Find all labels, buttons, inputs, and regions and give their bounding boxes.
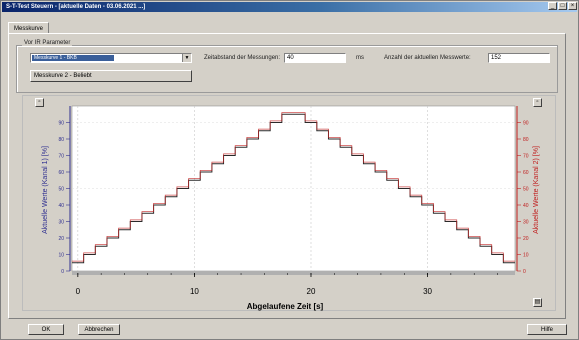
title-bar: S-T-Test Steuern - [aktuelle Daten - 03.… <box>2 2 577 12</box>
print-icon[interactable]: ▤ <box>533 298 542 307</box>
zoom-left-icon[interactable]: ▫ <box>35 98 44 107</box>
points-input[interactable]: 152 <box>488 53 550 63</box>
settings-group <box>16 45 558 93</box>
tab-label: Messkurve <box>13 26 43 32</box>
tab-messkurve[interactable]: Messkurve <box>8 22 49 34</box>
curve2-button[interactable]: Messkurve 2 - Beliebt <box>30 70 192 82</box>
maximize-icon[interactable]: □ <box>558 2 567 10</box>
curve-select[interactable]: Messkurve 1 - BKB ▼ <box>30 53 192 63</box>
tab-panel <box>8 33 566 319</box>
points-label: Anzahl der aktuellen Messwerte: <box>384 55 471 61</box>
settings-group-label: Vor IR Parameter <box>22 40 73 46</box>
chart-frame <box>22 95 556 311</box>
curve-select-value: Messkurve 1 - BKB <box>32 55 114 61</box>
interval-label: Zeitabstand der Messungen: <box>204 55 281 61</box>
zoom-right-icon[interactable]: ▫ <box>533 98 542 107</box>
abort-button[interactable]: Abbrechen <box>78 324 120 335</box>
help-button[interactable]: Hilfe <box>527 324 567 335</box>
chevron-down-icon[interactable]: ▼ <box>182 54 191 62</box>
close-icon[interactable]: × <box>568 2 577 10</box>
ok-button[interactable]: OK <box>28 324 64 335</box>
minimize-icon[interactable]: _ <box>548 2 557 10</box>
interval-unit: ms <box>356 55 364 61</box>
interval-input[interactable]: 40 <box>284 53 346 63</box>
window-title: S-T-Test Steuern - [aktuelle Daten - 03.… <box>6 4 146 10</box>
